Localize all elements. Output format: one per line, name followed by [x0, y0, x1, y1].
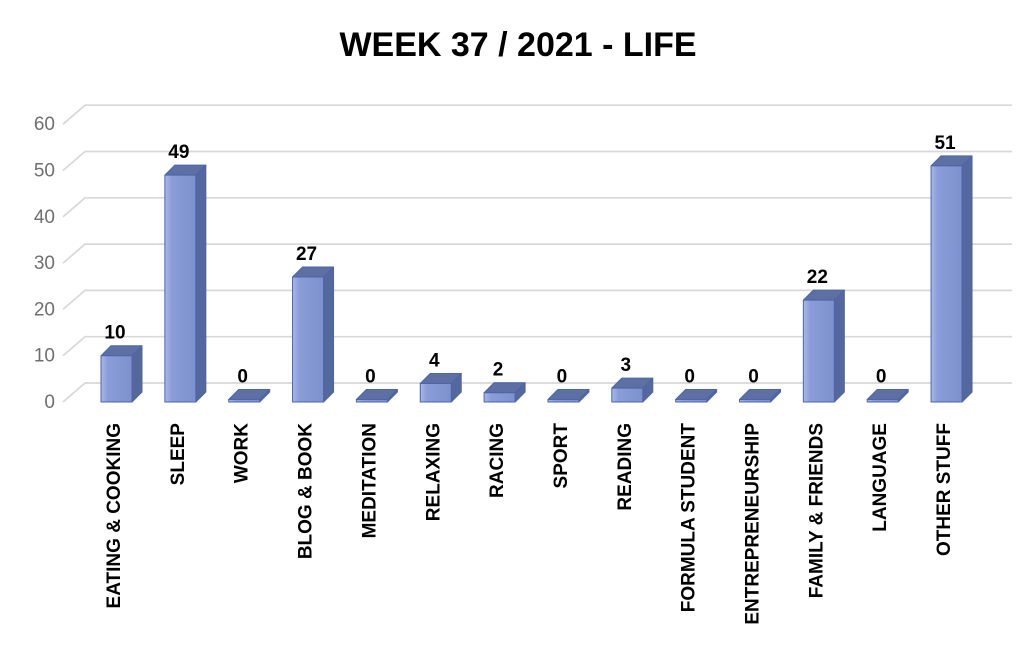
bar-group-reading: 3 READING	[611, 355, 654, 511]
y-axis-tick-50: 50	[34, 161, 55, 182]
category-label-relaxing: RELAXING	[423, 423, 444, 521]
gridline-30	[62, 243, 1012, 264]
bar-front-face	[164, 174, 197, 403]
bar-value-label-entrepreneurship: 0	[748, 367, 759, 388]
y-axis-tick-10: 10	[34, 346, 55, 367]
bar-group-other-stuff: 51 OTHER STUFF	[930, 133, 973, 556]
bar-group-meditation: 0 MEDITATION	[355, 367, 398, 538]
category-label-sport: SPORT	[551, 423, 572, 489]
bar-group-family-friends: 22 FAMILY & FRIENDS	[802, 267, 845, 598]
category-label-meditation: MEDITATION	[359, 423, 380, 538]
category-label-blog-book: BLOG & BOOK	[296, 423, 317, 559]
bar-group-sleep: 49 SLEEP	[164, 142, 207, 486]
bar-value-label-reading: 3	[621, 355, 632, 376]
y-axis-tick-40: 40	[34, 207, 55, 228]
bar-front-face	[866, 399, 899, 403]
gridline-0	[62, 382, 1012, 403]
category-label-language: LANGUAGE	[870, 423, 891, 532]
bar-value-label-sleep: 49	[168, 142, 189, 163]
bar-front-face	[547, 399, 580, 403]
category-label-sleep: SLEEP	[168, 423, 189, 486]
bar-front-face	[419, 382, 452, 403]
bar-front-face	[292, 276, 325, 403]
category-label-formula-student: FORMULA STUDENT	[679, 423, 700, 613]
bar-front-face	[802, 299, 835, 403]
bar-value-label-work: 0	[237, 367, 248, 388]
bar-value-label-formula-student: 0	[684, 367, 695, 388]
bar-front-face	[675, 399, 708, 403]
bar-front-face	[228, 399, 261, 403]
bar-value-label-eating-cooking: 10	[104, 323, 125, 344]
bar-group-racing: 2 RACING	[483, 360, 526, 498]
bar-front-face	[611, 387, 644, 403]
gridline-60	[62, 104, 1012, 125]
bar-front-face	[739, 399, 771, 403]
category-label-entrepreneurship: ENTREPRENEURSHIP	[743, 423, 764, 625]
category-label-work: WORK	[232, 423, 253, 483]
bar-group-work: 0 WORK	[228, 367, 271, 483]
bar-front-face	[483, 392, 516, 403]
bar-side-face	[323, 266, 335, 403]
bar-side-face	[833, 289, 845, 403]
bar-front-face	[930, 165, 963, 403]
category-label-family-friends: FAMILY & FRIENDS	[806, 423, 827, 598]
y-axis-tick-60: 60	[34, 114, 55, 135]
bar-value-label-language: 0	[876, 367, 887, 388]
bar-front-face	[355, 399, 388, 403]
category-label-eating-cooking: EATING & COOKING	[104, 423, 125, 608]
bar-group-sport: 0 SPORT	[547, 367, 590, 489]
bar-value-label-racing: 2	[493, 360, 504, 381]
gridline-10	[62, 335, 1012, 357]
chart-title: WEEK 37 / 2021 - LIFE	[339, 26, 696, 64]
category-label-reading: READING	[615, 423, 636, 511]
bar-group-blog-book: 27 BLOG & BOOK	[292, 244, 335, 559]
bar-group-relaxing: 4 RELAXING	[419, 350, 462, 521]
bar-value-label-meditation: 0	[365, 367, 376, 388]
category-label-other-stuff: OTHER STUFF	[934, 423, 955, 556]
bar-group-entrepreneurship: 0 ENTREPRENEURSHIP	[739, 367, 781, 625]
bar-side-face	[131, 345, 143, 403]
bar-group-formula-student: 0 FORMULA STUDENT	[675, 367, 718, 613]
bar-group-eating-cooking: 10 EATING & COOKING	[100, 323, 143, 608]
gridline-50	[62, 150, 1012, 172]
gridline-20	[62, 289, 1012, 311]
y-axis-tick-30: 30	[34, 253, 55, 274]
bar-value-label-other-stuff: 51	[934, 133, 956, 154]
bar-group-language: 0 LANGUAGE	[866, 367, 909, 532]
bar-value-label-family-friends: 22	[807, 267, 828, 288]
gridline-40	[62, 196, 1012, 218]
bar-side-face	[961, 155, 973, 403]
y-axis-tick-0: 0	[44, 392, 55, 413]
bar-front-face	[100, 355, 133, 403]
bar-side-face	[195, 164, 207, 403]
category-label-racing: RACING	[487, 423, 508, 498]
bar-value-label-sport: 0	[557, 367, 568, 388]
bar-value-label-blog-book: 27	[296, 244, 317, 265]
bar-value-label-relaxing: 4	[429, 350, 440, 371]
y-axis-tick-20: 20	[34, 299, 55, 320]
